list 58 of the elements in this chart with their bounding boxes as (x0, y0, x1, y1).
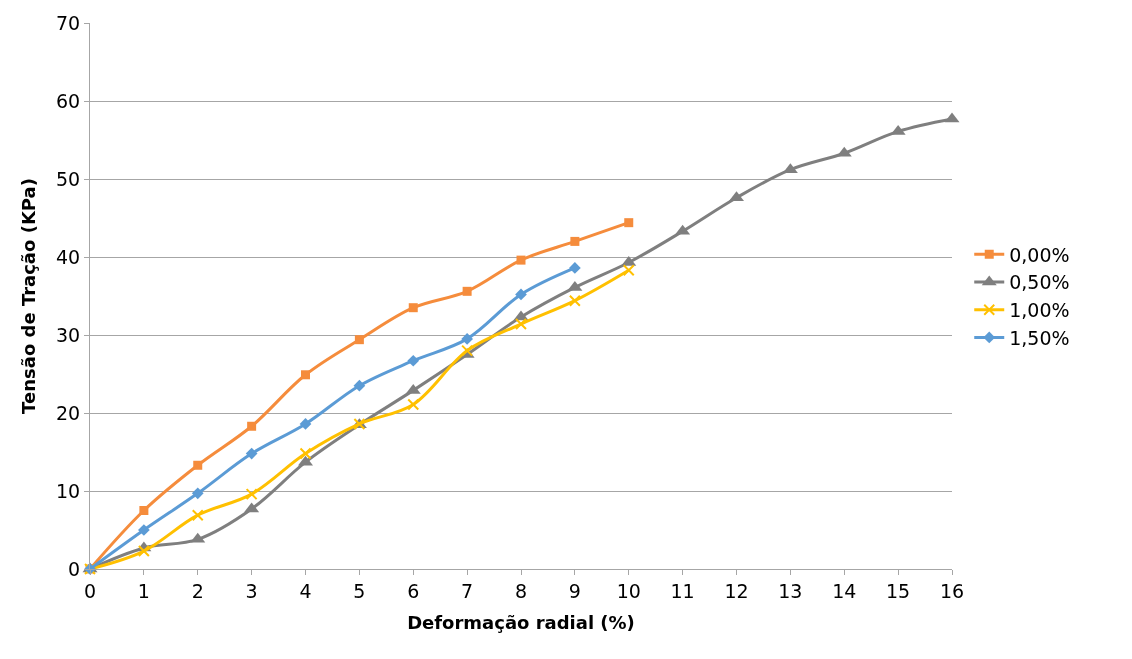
y-tick-label: 30 (56, 323, 81, 346)
x-tick-label: 0 (83, 579, 97, 602)
x-tick-label: 11 (670, 579, 695, 602)
point (624, 218, 634, 228)
point (137, 545, 150, 558)
x-tick-label: 16 (939, 579, 965, 602)
y-tick-label: 10 (56, 479, 81, 502)
y-tick-label: 50 (56, 167, 81, 190)
point (461, 344, 474, 357)
point (299, 447, 312, 460)
x-tick-label: 13 (778, 579, 803, 602)
point (515, 288, 527, 301)
point (139, 506, 149, 515)
x-tick-label: 4 (299, 579, 312, 602)
point (570, 236, 580, 246)
y-tick-label: 0 (68, 557, 81, 580)
y-tick-label: 20 (56, 401, 81, 424)
point (301, 370, 310, 380)
point (407, 398, 420, 411)
x-tick-label: 8 (514, 579, 528, 602)
legend-label: 1,00% (1009, 299, 1070, 322)
x-tick-label: 5 (353, 579, 366, 602)
point (407, 354, 420, 367)
point (245, 488, 258, 501)
point (191, 487, 204, 500)
legend-label: 0,00% (1009, 243, 1070, 266)
x-tick-label: 15 (886, 579, 911, 602)
x-tick-label: 9 (568, 579, 581, 602)
point (569, 262, 581, 274)
x-tick-label: 10 (616, 579, 641, 602)
x-axis-title: Deformação radial (%) (407, 611, 635, 633)
point (245, 447, 258, 460)
point (191, 509, 204, 522)
legend-label: 0,50% (1009, 271, 1070, 294)
point (568, 294, 581, 307)
point (354, 335, 364, 345)
y-tick-label: 40 (56, 245, 81, 268)
legend-label: 1,50% (1009, 326, 1070, 349)
point (516, 255, 526, 265)
x-tick-label: 14 (832, 579, 857, 602)
point (247, 421, 257, 431)
y-axis-title: Tensão de Tração (KPa) (18, 178, 40, 414)
y-tick-label: 60 (56, 89, 81, 112)
point (193, 460, 203, 470)
x-tick-label: 1 (137, 579, 150, 602)
x-tick-label: 7 (461, 579, 474, 602)
point (299, 418, 312, 430)
x-tick-label: 2 (191, 579, 204, 602)
y-tick-label: 70 (56, 11, 81, 34)
x-tick-label: 12 (724, 579, 749, 602)
point (515, 318, 527, 331)
point (622, 264, 635, 277)
point (462, 286, 472, 296)
x-tick-label: 6 (407, 579, 420, 602)
x-tick-label: 3 (245, 579, 258, 602)
point (408, 303, 418, 313)
point (353, 379, 366, 392)
point (461, 333, 473, 345)
